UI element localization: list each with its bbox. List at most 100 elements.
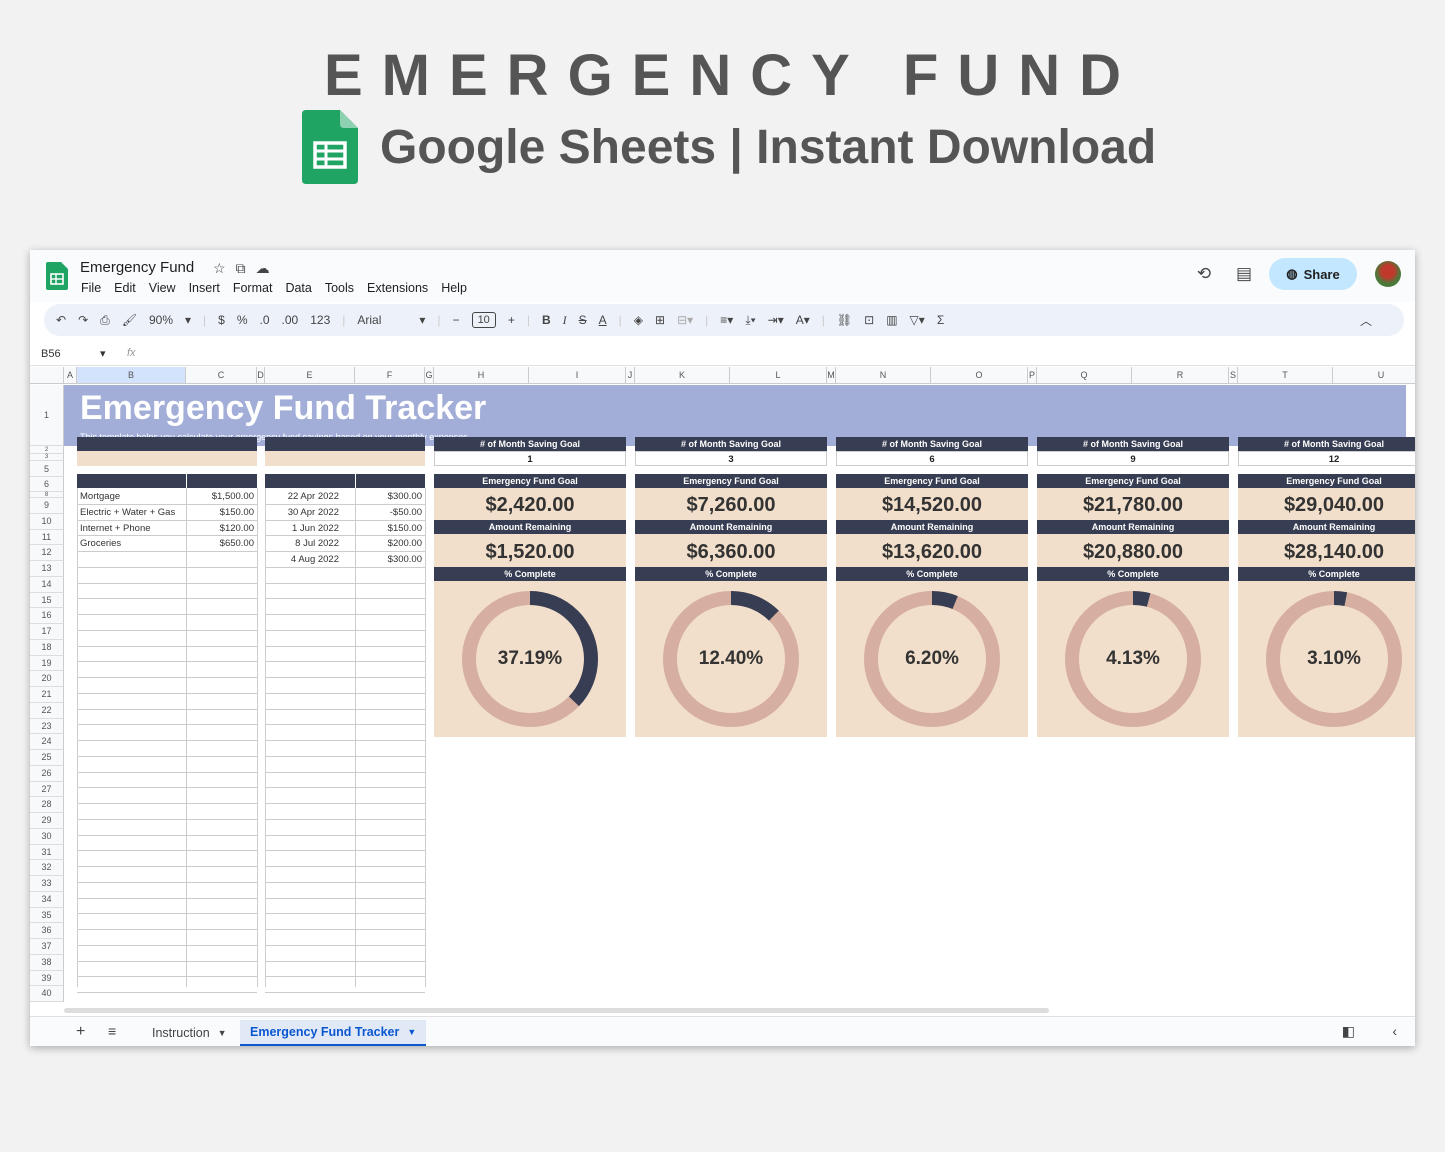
column-header[interactable]: N: [836, 367, 931, 384]
chevron-down-icon[interactable]: ▾: [185, 313, 192, 327]
row-header[interactable]: 38: [30, 954, 64, 971]
row-header[interactable]: 36: [30, 923, 64, 939]
months-goal-value[interactable]: 12: [1238, 451, 1415, 466]
row-header[interactable]: 26: [30, 765, 64, 782]
chevron-down-icon[interactable]: ▼: [407, 1027, 417, 1037]
column-header[interactable]: M: [827, 367, 836, 384]
row-header[interactable]: 28: [30, 797, 64, 813]
row-header[interactable]: 40: [30, 986, 64, 1002]
contribution-amount[interactable]: -$50.00: [389, 506, 422, 518]
borders-icon[interactable]: ⊞: [655, 313, 666, 327]
row-header[interactable]: 32: [30, 860, 64, 876]
document-title[interactable]: Emergency Fund: [80, 259, 195, 276]
row-header[interactable]: 21: [30, 687, 64, 703]
row-header[interactable]: 27: [30, 781, 64, 798]
contribution-date[interactable]: 22 Apr 2022: [287, 491, 339, 502]
comments-icon[interactable]: ▤: [1235, 264, 1253, 283]
text-color-icon[interactable]: A: [598, 313, 607, 327]
percent-format-button[interactable]: %: [236, 313, 248, 327]
undo-icon[interactable]: ↶: [56, 313, 67, 327]
row-header[interactable]: 2: [30, 446, 64, 454]
all-sheets-icon[interactable]: ≡: [108, 1023, 117, 1039]
more-formats-button[interactable]: 123: [310, 313, 331, 327]
row-header[interactable]: 9: [30, 498, 64, 514]
column-header[interactable]: B: [77, 367, 186, 384]
chevron-down-icon[interactable]: ▾: [419, 313, 426, 327]
column-header[interactable]: D: [257, 367, 265, 384]
column-header[interactable]: J: [626, 367, 635, 384]
column-header[interactable]: K: [635, 367, 730, 384]
row-header[interactable]: 1: [30, 385, 64, 446]
contribution-date[interactable]: 4 Aug 2022: [290, 554, 339, 565]
cloud-status-icon[interactable]: ☁: [255, 260, 270, 276]
row-header[interactable]: 10: [30, 513, 64, 530]
horizontal-align-icon[interactable]: ≡▾: [720, 313, 734, 327]
move-folder-icon[interactable]: ⧉: [235, 260, 246, 276]
row-header[interactable]: 23: [30, 718, 64, 735]
row-header[interactable]: 18: [30, 639, 64, 656]
contribution-date[interactable]: 30 Apr 2022: [287, 506, 339, 518]
filter-icon[interactable]: ▽▾: [909, 313, 925, 327]
chevron-down-icon[interactable]: ▼: [217, 1028, 227, 1038]
star-icon[interactable]: ☆: [213, 260, 226, 276]
expense-name[interactable]: Groceries: [80, 538, 122, 550]
row-header[interactable]: 29: [30, 813, 64, 829]
row-header[interactable]: 5: [30, 461, 64, 477]
fill-color-icon[interactable]: ◈: [633, 313, 644, 327]
add-sheet-icon[interactable]: +: [76, 1023, 86, 1040]
row-header[interactable]: 22: [30, 702, 64, 719]
months-goal-value[interactable]: 9: [1037, 451, 1229, 466]
font-size-input[interactable]: 10: [471, 312, 496, 328]
chart-icon[interactable]: ▥: [886, 313, 898, 327]
row-header[interactable]: 16: [30, 608, 64, 624]
row-header[interactable]: 6: [30, 477, 64, 492]
column-header[interactable]: L: [730, 367, 827, 384]
contribution-date[interactable]: 1 Jun 2022: [291, 522, 339, 534]
contribution-date[interactable]: 8 Jul 2022: [295, 538, 339, 550]
row-header[interactable]: 33: [30, 876, 64, 892]
collapse-side-panel-icon[interactable]: ‹: [1392, 1023, 1397, 1039]
zoom-select[interactable]: 90%: [148, 313, 173, 327]
row-header[interactable]: 15: [30, 592, 64, 609]
menu-format[interactable]: Format: [232, 281, 273, 295]
explore-icon[interactable]: ◧: [1341, 1023, 1355, 1039]
share-button[interactable]: ◍ Share: [1269, 258, 1357, 290]
name-box[interactable]: B56: [41, 348, 61, 360]
row-header[interactable]: 39: [30, 970, 64, 987]
increase-decimal-button[interactable]: .00: [281, 313, 299, 327]
column-header[interactable]: U: [1333, 367, 1415, 384]
row-header[interactable]: 3: [30, 454, 64, 461]
column-header[interactable]: T: [1238, 367, 1333, 384]
months-goal-value[interactable]: 1: [434, 451, 626, 466]
version-history-icon[interactable]: ⟲: [1196, 264, 1212, 283]
row-header[interactable]: 14: [30, 576, 64, 593]
column-header[interactable]: A: [64, 367, 77, 384]
row-header[interactable]: 37: [30, 939, 64, 955]
select-all-corner[interactable]: [30, 367, 64, 384]
menu-tools[interactable]: Tools: [324, 281, 355, 295]
vertical-align-icon[interactable]: ⤓▾: [745, 312, 756, 327]
menu-extensions[interactable]: Extensions: [367, 281, 429, 295]
column-header[interactable]: R: [1132, 367, 1229, 384]
row-header[interactable]: 25: [30, 750, 64, 766]
row-header[interactable]: 11: [30, 529, 64, 546]
scroll-thumb[interactable]: [64, 1008, 1049, 1013]
comment-icon[interactable]: ⊡: [864, 313, 875, 327]
column-header[interactable]: E: [265, 367, 355, 384]
link-icon[interactable]: ⛓: [836, 313, 853, 327]
expense-cost[interactable]: $1,500.00: [211, 491, 254, 502]
column-header[interactable]: Q: [1037, 367, 1132, 384]
functions-icon[interactable]: Σ: [936, 313, 945, 327]
row-header[interactable]: 12: [30, 545, 64, 561]
row-header[interactable]: 13: [30, 561, 64, 577]
sheets-app-icon[interactable]: [46, 262, 68, 295]
expense-cost[interactable]: $120.00: [219, 522, 254, 534]
expense-name[interactable]: Mortgage: [80, 491, 121, 502]
redo-icon[interactable]: ↷: [78, 313, 89, 327]
text-wrapping-icon[interactable]: ⇥▾: [767, 313, 784, 327]
expense-name[interactable]: Electric + Water + Gas: [80, 506, 176, 518]
row-header[interactable]: 19: [30, 655, 64, 672]
row-header[interactable]: 34: [30, 891, 64, 908]
column-header[interactable]: C: [186, 367, 257, 384]
column-header[interactable]: H: [434, 367, 529, 384]
